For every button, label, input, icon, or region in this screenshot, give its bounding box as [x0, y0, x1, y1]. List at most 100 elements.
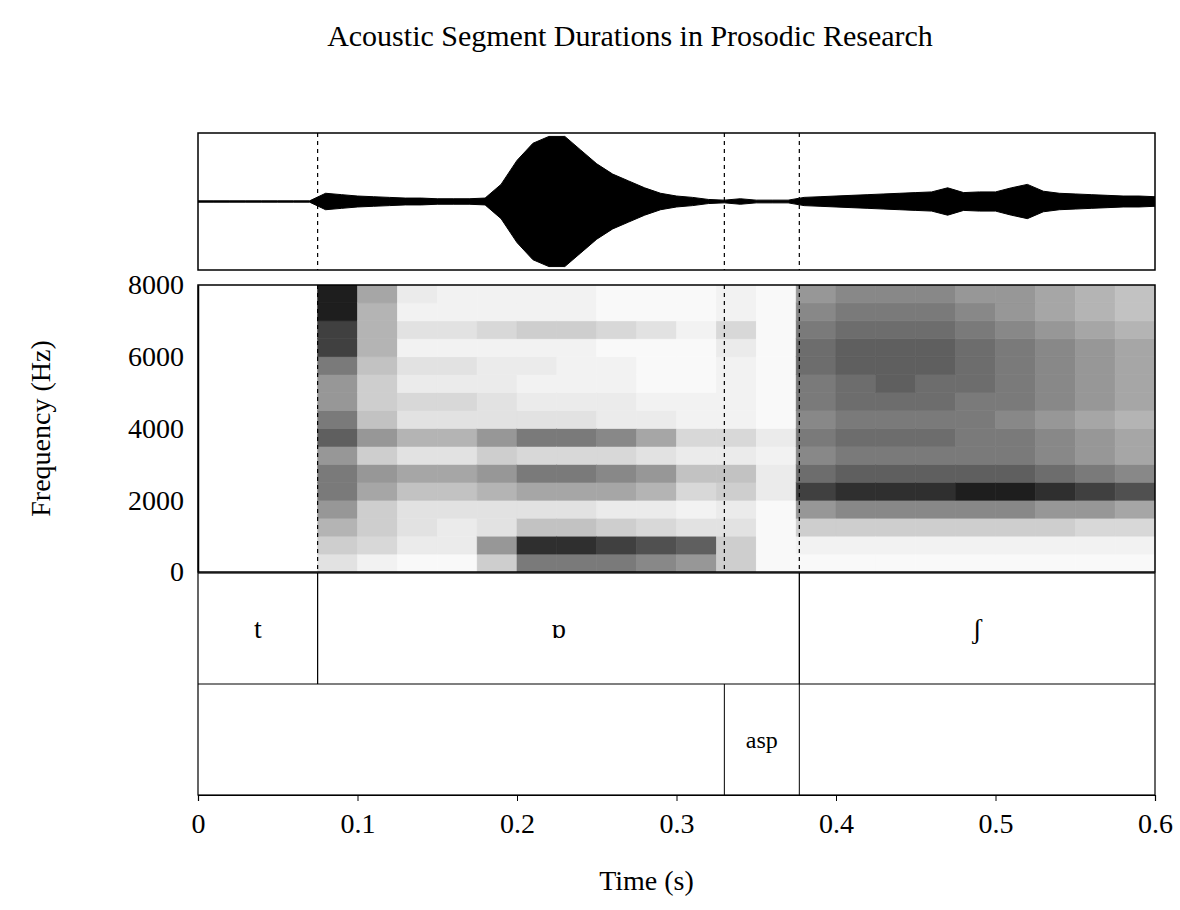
- spectrogram-cell: [996, 482, 1036, 500]
- spectrogram-cell: [756, 536, 796, 554]
- y-tick: 4000: [128, 413, 198, 444]
- spectrogram-cell: [677, 429, 717, 447]
- spectrogram-cell: [1035, 536, 1075, 554]
- spectrogram-cell: [278, 464, 318, 482]
- spectrogram-cell: [677, 482, 717, 500]
- x-tick-mark: [358, 795, 359, 801]
- spectrogram-cell: [876, 554, 916, 572]
- spectrogram-cell: [637, 500, 677, 518]
- spectrogram-cell: [916, 357, 956, 375]
- spectrogram-cell: [437, 500, 477, 518]
- spectrogram-cell: [836, 554, 876, 572]
- spectrogram-cell: [557, 357, 597, 375]
- spectrogram-cell: [637, 429, 677, 447]
- spectrogram-cell: [677, 357, 717, 375]
- spectrogram-cell: [956, 285, 996, 303]
- spectrogram-cell: [916, 285, 956, 303]
- tier: tɒʃ: [254, 573, 983, 684]
- spectrogram-cell: [1115, 518, 1155, 536]
- spectrogram-cell: [517, 429, 557, 447]
- spectrogram-cell: [996, 357, 1036, 375]
- spectrogram-cell: [716, 464, 756, 482]
- spectrogram-cell: [836, 393, 876, 411]
- spectrogram-cell: [916, 321, 956, 339]
- spectrogram-cell: [517, 500, 557, 518]
- spectrogram-cell: [916, 518, 956, 536]
- spectrogram-cell: [358, 411, 398, 429]
- spectrogram-cell: [278, 500, 318, 518]
- spectrogram-cell: [916, 339, 956, 357]
- spectrogram-cell: [318, 429, 358, 447]
- spectrogram-cell: [597, 393, 637, 411]
- x-tick-mark: [1155, 795, 1156, 801]
- spectrogram-cell: [716, 429, 756, 447]
- spectrogram-cell: [198, 500, 238, 518]
- spectrogram-cell: [876, 536, 916, 554]
- spectrogram-cell: [517, 339, 557, 357]
- spectrogram-cell: [756, 303, 796, 321]
- spectrogram-cell: [996, 429, 1036, 447]
- spectrogram-cell: [437, 285, 477, 303]
- spectrogram-cell: [517, 411, 557, 429]
- spectrogram-cell: [796, 446, 836, 464]
- spectrogram-cell: [437, 321, 477, 339]
- spectrogram-cell: [956, 303, 996, 321]
- spectrogram-cell: [756, 482, 796, 500]
- spectrogram-cell: [756, 500, 796, 518]
- spectrogram-cell: [996, 375, 1036, 393]
- spectrogram-cell: [1035, 446, 1075, 464]
- spectrogram-cell: [358, 482, 398, 500]
- spectrogram-cell: [278, 375, 318, 393]
- segment-label: t: [254, 613, 262, 644]
- spectrogram-cell: [238, 321, 278, 339]
- spectrogram-cell: [796, 393, 836, 411]
- spectrogram-cell: [756, 518, 796, 536]
- spectrogram-cell: [318, 464, 358, 482]
- spectrogram-cell: [397, 446, 437, 464]
- spectrogram-cell: [517, 303, 557, 321]
- spectrogram-cell: [198, 411, 238, 429]
- spectrogram-cell: [1075, 536, 1115, 554]
- spectrogram-cell: [836, 339, 876, 357]
- spectrogram-cell: [916, 464, 956, 482]
- spectrogram-cell: [677, 500, 717, 518]
- spectrogram-cell: [557, 321, 597, 339]
- spectrogram-cell: [318, 375, 358, 393]
- spectrogram-cell: [716, 321, 756, 339]
- spectrogram-cell: [1115, 375, 1155, 393]
- spectrogram-cell: [677, 393, 717, 411]
- spectrogram-cell: [318, 554, 358, 572]
- waveform-panel: [198, 133, 1155, 270]
- spectrogram-cell: [278, 285, 318, 303]
- spectrogram-cell: [1075, 357, 1115, 375]
- spectrogram-cell: [916, 375, 956, 393]
- x-tick: 0.4: [819, 795, 854, 839]
- spectrogram-cell: [996, 536, 1036, 554]
- x-tick: 0: [192, 795, 206, 839]
- spectrogram-cell: [557, 285, 597, 303]
- spectrogram-cell: [437, 357, 477, 375]
- spectrogram-cell: [1035, 411, 1075, 429]
- x-tick-label: 0: [192, 808, 206, 839]
- spectrogram-cell: [318, 518, 358, 536]
- segment-boundary: [799, 573, 800, 684]
- spectrogram-cell: [836, 482, 876, 500]
- x-axis: 00.10.20.30.40.50.6: [192, 795, 1174, 839]
- spectrogram-cell: [517, 321, 557, 339]
- spectrogram-cell: [477, 303, 517, 321]
- spectrogram-cell: [358, 464, 398, 482]
- spectrogram-cell: [756, 357, 796, 375]
- spectrogram-cell: [1115, 500, 1155, 518]
- spectrogram-cell: [836, 285, 876, 303]
- x-tick: 0.3: [660, 795, 695, 839]
- x-axis-line: [199, 796, 1156, 802]
- spectrogram-cell: [716, 446, 756, 464]
- spectrogram-cell: [278, 321, 318, 339]
- spectrogram-cell: [238, 482, 278, 500]
- spectrogram-cell: [1115, 464, 1155, 482]
- spectrogram-cell: [876, 357, 916, 375]
- spectrogram-cell: [756, 339, 796, 357]
- spectrogram-cell: [836, 536, 876, 554]
- spectrogram-cell: [198, 393, 238, 411]
- spectrogram-cell: [916, 446, 956, 464]
